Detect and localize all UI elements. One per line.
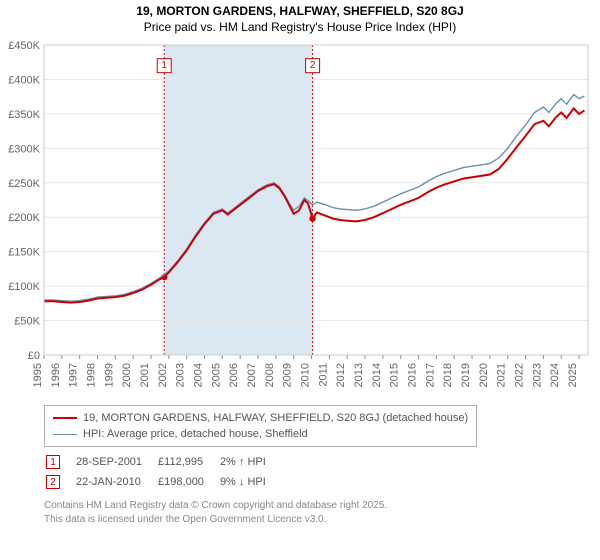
footer-line-1: Contains HM Land Registry data © Crown c… <box>44 499 594 513</box>
svg-text:2001: 2001 <box>139 363 151 387</box>
annotation-price: £112,995 <box>158 453 218 471</box>
svg-text:2023: 2023 <box>531 363 543 387</box>
svg-text:2003: 2003 <box>175 363 187 387</box>
legend-row: 19, MORTON GARDENS, HALFWAY, SHEFFIELD, … <box>53 410 468 426</box>
annotation-date: 28-SEP-2001 <box>76 453 156 471</box>
marker-annotation-table: 1 28-SEP-2001£112,9952% ↑ HPI 2 22-JAN-2010… <box>44 451 282 493</box>
svg-text:2021: 2021 <box>496 363 508 387</box>
svg-text:2007: 2007 <box>246 363 258 387</box>
chart-container: 19, MORTON GARDENS, HALFWAY, SHEFFIELD, … <box>0 0 600 560</box>
svg-text:2018: 2018 <box>442 363 454 387</box>
svg-text:£450K: £450K <box>8 40 40 52</box>
annotation-marker-box: 2 <box>46 475 60 489</box>
svg-text:£200K: £200K <box>8 212 40 224</box>
legend-row: HPI: Average price, detached house, Shef… <box>53 426 468 442</box>
annotation-delta: 9% ↓ HPI <box>220 473 280 491</box>
svg-text:2022: 2022 <box>514 363 526 387</box>
annotation-date: 22-JAN-2010 <box>76 473 156 491</box>
legend-label: HPI: Average price, detached house, Shef… <box>83 428 308 440</box>
svg-text:2000: 2000 <box>121 363 133 387</box>
svg-text:£350K: £350K <box>8 109 40 121</box>
svg-text:2008: 2008 <box>264 363 276 387</box>
footer-attribution: Contains HM Land Registry data © Crown c… <box>44 499 594 526</box>
chart-title-line1: 19, MORTON GARDENS, HALFWAY, SHEFFIELD, … <box>6 4 594 20</box>
svg-text:1997: 1997 <box>68 363 80 387</box>
svg-text:2014: 2014 <box>371 363 383 387</box>
svg-text:1995: 1995 <box>32 363 44 387</box>
annotation-price: £198,000 <box>158 473 218 491</box>
svg-text:1: 1 <box>161 60 167 71</box>
svg-text:£250K: £250K <box>8 178 40 190</box>
svg-text:2019: 2019 <box>460 363 472 387</box>
legend-label: 19, MORTON GARDENS, HALFWAY, SHEFFIELD, … <box>83 412 468 424</box>
svg-text:2020: 2020 <box>478 363 490 387</box>
svg-text:2013: 2013 <box>353 363 365 387</box>
annotation-row: 1 28-SEP-2001£112,9952% ↑ HPI <box>46 453 280 471</box>
svg-text:2006: 2006 <box>228 363 240 387</box>
legend-swatch <box>53 434 77 435</box>
plot-area: £0 £50K £100K £150K £200K £250K £300K £350K £400… <box>6 39 594 399</box>
svg-text:2010: 2010 <box>300 363 312 387</box>
svg-text:£0: £0 <box>28 350 40 362</box>
svg-text:2002: 2002 <box>157 363 169 387</box>
svg-text:2025: 2025 <box>567 363 579 387</box>
line-chart-svg: £0 £50K £100K £150K £200K £250K £300K £350K £400… <box>6 39 594 399</box>
svg-text:2009: 2009 <box>282 363 294 387</box>
svg-text:£400K: £400K <box>8 75 40 87</box>
svg-text:1998: 1998 <box>86 363 98 387</box>
svg-text:2016: 2016 <box>407 363 419 387</box>
svg-text:2: 2 <box>310 60 316 71</box>
footer-line-2: This data is licensed under the Open Gov… <box>44 513 594 527</box>
svg-text:1999: 1999 <box>103 363 115 387</box>
svg-text:2004: 2004 <box>193 363 205 387</box>
svg-text:2011: 2011 <box>317 363 329 387</box>
svg-text:£50K: £50K <box>14 316 40 328</box>
legend-swatch <box>53 417 77 419</box>
chart-legend: 19, MORTON GARDENS, HALFWAY, SHEFFIELD, … <box>44 405 477 447</box>
svg-text:2015: 2015 <box>389 363 401 387</box>
svg-text:£100K: £100K <box>8 281 40 293</box>
svg-text:£150K: £150K <box>8 247 40 259</box>
svg-text:2005: 2005 <box>210 363 222 387</box>
annotation-delta: 2% ↑ HPI <box>220 453 280 471</box>
svg-text:2012: 2012 <box>335 363 347 387</box>
svg-text:1996: 1996 <box>50 363 62 387</box>
svg-text:2024: 2024 <box>549 363 561 387</box>
annotation-marker-box: 1 <box>46 455 60 469</box>
chart-title-line2: Price paid vs. HM Land Registry's House … <box>6 20 594 36</box>
svg-text:2017: 2017 <box>424 363 436 387</box>
svg-text:£300K: £300K <box>8 144 40 156</box>
annotation-row: 2 22-JAN-2010£198,0009% ↓ HPI <box>46 473 280 491</box>
